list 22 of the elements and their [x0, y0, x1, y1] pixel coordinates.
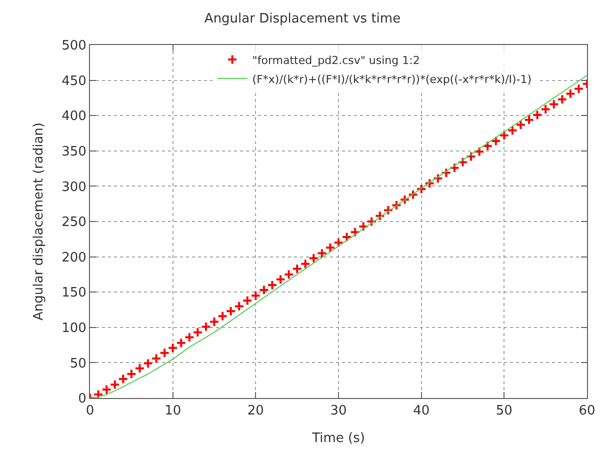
- y-tick-label: 400: [62, 109, 86, 124]
- legend-label: (F*x)/(k*r)+((F*I)/(k*k*r*r*r*r))*(exp((-x*r*r*k)/I)-1): [252, 72, 532, 86]
- y-tick-label: 0: [78, 392, 86, 407]
- y-tick-label: 200: [62, 250, 86, 266]
- chart-title: Angular Displacement vs time: [204, 12, 401, 27]
- legend-label: "formatted_pd2.csv" using 1:2: [252, 54, 420, 67]
- x-tick-label: 20: [247, 404, 264, 419]
- x-axis-title: Time (s): [311, 431, 365, 446]
- y-tick-label: 150: [62, 286, 86, 301]
- y-tick-label: 100: [62, 320, 86, 336]
- x-tick-label: 50: [496, 404, 512, 419]
- x-tick-label: 10: [164, 404, 182, 419]
- y-tick-label: 50: [70, 356, 86, 372]
- y-tick-label: 300: [62, 180, 86, 195]
- y-tick-label: 250: [62, 215, 86, 230]
- x-tick-label: 30: [330, 404, 347, 419]
- y-axis-title: Angular displacement (radian): [32, 122, 47, 320]
- y-tick-label: 450: [62, 74, 86, 89]
- y-tick-label: 500: [62, 38, 86, 54]
- x-tick-label: 60: [578, 404, 596, 419]
- y-tick-label: 350: [62, 144, 86, 160]
- x-tick-label: 40: [413, 404, 430, 419]
